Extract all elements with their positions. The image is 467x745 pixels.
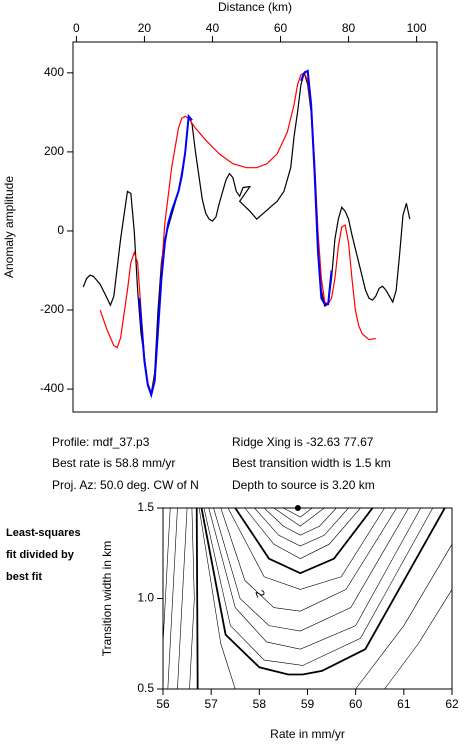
info-text: Ridge Xing is -32.63 77.67 (232, 435, 374, 449)
x-tick-label: 80 (342, 21, 356, 35)
x-tick-label: 57 (204, 697, 218, 711)
info-text: Depth to source is 3.20 km (232, 478, 375, 492)
x-tick-label: 40 (206, 21, 220, 35)
caption: Least-squares fit divided by best fit (6, 522, 126, 588)
x-tick-label: 60 (349, 697, 363, 711)
x-tick-label: 0 (73, 21, 80, 35)
x-axis-label: Rate in mm/yr (270, 727, 345, 741)
y-tick-label: 1.5 (137, 500, 154, 514)
y-tick-label: 400 (44, 65, 64, 79)
contour-line (167, 507, 178, 690)
contour-line (208, 507, 421, 650)
contour-line (384, 589, 453, 690)
y-tick-label: 0 (57, 223, 64, 237)
contour-line (189, 507, 195, 690)
contour-line (227, 507, 385, 590)
contour-line (283, 507, 313, 518)
contour-line (254, 507, 349, 547)
caption-line: best fit (6, 571, 43, 583)
info-text: Best transition width is 1.5 km (232, 456, 391, 470)
contour-line (263, 507, 337, 536)
contour-line (234, 507, 374, 575)
contour-line (244, 507, 361, 560)
y-axis-label: Anomaly amplitude (2, 176, 16, 278)
x-tick-label: 56 (156, 697, 170, 711)
data-line (82, 70, 411, 394)
info-text: Profile: mdf_37.p3 (52, 435, 150, 449)
contour-line (203, 507, 433, 666)
contour-label: 2 (252, 588, 268, 599)
plot-frame (72, 41, 438, 413)
contour-line (195, 507, 199, 690)
contour-line (198, 507, 236, 690)
caption-line: Least-squares (6, 527, 81, 539)
y-tick-label: -200 (40, 302, 64, 316)
y-tick-label: -400 (40, 381, 64, 395)
contour-line (213, 507, 409, 632)
contour-line (273, 507, 325, 527)
x-tick-label: 60 (274, 21, 288, 35)
x-tick-label: 61 (397, 697, 411, 711)
y-tick-label: 200 (44, 144, 64, 158)
x-tick-label: 58 (253, 697, 267, 711)
info-text: Best rate is 58.8 mm/yr (52, 456, 175, 470)
x-tick-label: 20 (138, 21, 152, 35)
contour-line (220, 507, 397, 612)
contour-line (200, 507, 446, 676)
contour-line (177, 507, 188, 690)
data-line (99, 71, 376, 395)
contour-line (355, 544, 453, 690)
best-fit-point (294, 505, 301, 511)
x-axis-label: Distance (km) (218, 0, 292, 14)
info-text: Proj. Az: 50.0 deg. CW of N (52, 478, 199, 492)
y-tick-label: 1.0 (137, 591, 154, 605)
x-tick-label: 100 (407, 21, 427, 35)
y-tick-label: 0.5 (137, 681, 154, 695)
x-tick-label: 62 (445, 697, 459, 711)
data-line (138, 69, 333, 399)
caption-line: fit divided by (6, 549, 74, 561)
y-axis-label: Transition width in km (100, 541, 114, 657)
contour-line (162, 507, 171, 644)
x-tick-label: 59 (301, 697, 315, 711)
